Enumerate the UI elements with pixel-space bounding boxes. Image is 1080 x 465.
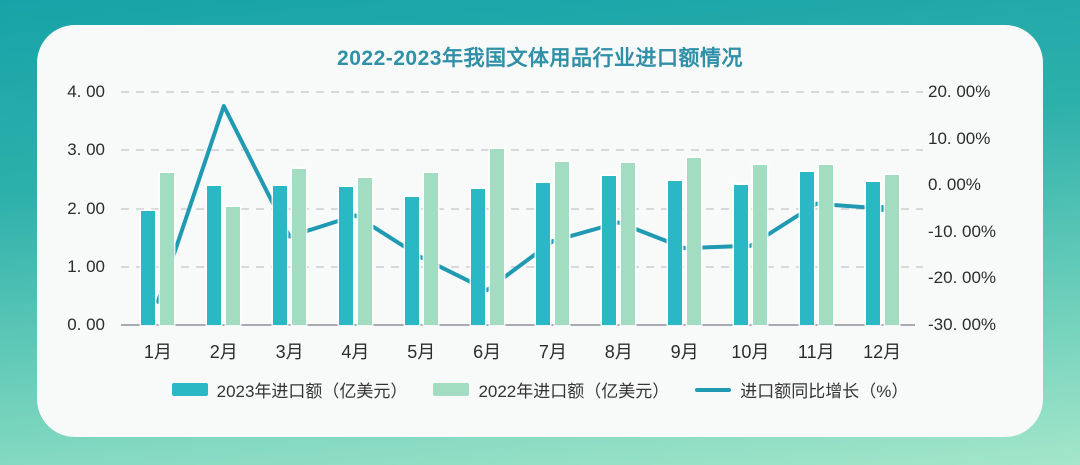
x-tick-label: 6月 [473, 342, 502, 362]
chart-card: 2022-2023年我国文体用品行业进口额情况 4. 00 3. 00 2. 00 1… [37, 25, 1043, 437]
bar [884, 174, 899, 325]
bar [799, 172, 814, 325]
bar [602, 176, 617, 325]
legend-bar-swatch-icon [433, 383, 470, 396]
bar-group-2月 [191, 92, 257, 325]
x-tick-label: 1月 [143, 342, 172, 362]
bar-group-8月 [586, 92, 652, 325]
chart-title: 2022-2023年我国文体用品行业进口额情况 [337, 47, 743, 70]
gridline [121, 265, 923, 268]
bar-group-12月 [849, 92, 915, 325]
bar-group-6月 [454, 92, 520, 325]
left-axis-tick: 4. 00 [67, 82, 105, 101]
right-axis-tick: -20. 00% [928, 268, 997, 288]
x-tick-label: 7月 [538, 342, 567, 362]
bar [536, 182, 551, 325]
legend-bar-swatch-icon [171, 383, 208, 396]
bar [404, 196, 419, 325]
bar [687, 158, 702, 325]
gridline [121, 149, 923, 152]
left-axis-tick: 3. 00 [67, 140, 105, 160]
x-tick-label: 5月 [407, 342, 436, 362]
bar-group-9月 [652, 92, 718, 325]
x-tick-label: 9月 [670, 342, 699, 362]
bar-group-11月 [783, 92, 849, 325]
gridline [121, 207, 923, 210]
bar [489, 148, 504, 325]
bar [733, 185, 748, 325]
bar [621, 163, 636, 325]
bar [818, 165, 833, 325]
bar-group-10月 [718, 92, 784, 325]
right-axis-tick: 20. 00% [928, 82, 991, 101]
x-tick-label: 2月 [209, 342, 238, 362]
right-axis-tick: -30. 00% [928, 315, 997, 334]
bar [555, 161, 570, 325]
bar-group-5月 [388, 92, 454, 325]
bar [865, 182, 880, 325]
x-tick-label: 11月 [797, 342, 835, 362]
left-axis-tick: 1. 00 [67, 256, 105, 276]
gridline [121, 91, 923, 93]
bar [292, 168, 307, 325]
bar [357, 177, 372, 325]
legend: 2023年进口额（亿美元） 2022年进口额（亿美元） 进口额同比增长（%） [37, 377, 1043, 402]
bar [273, 186, 288, 325]
bar [668, 181, 683, 325]
right-axis-tick: 0. 00% [928, 175, 981, 195]
legend-item: 2022年进口额（亿美元） [433, 377, 669, 402]
left-axis-tick: 2. 00 [67, 198, 105, 218]
right-axis-tick: 10. 00% [928, 128, 991, 148]
bar [338, 186, 353, 325]
bar [160, 172, 175, 325]
bar [423, 172, 438, 325]
left-axis-tick: 0. 00 [67, 315, 105, 334]
legend-item: 2023年进口额（亿美元） [171, 377, 408, 402]
x-tick-label: 4月 [341, 342, 370, 362]
x-tick-label: 10月 [731, 342, 770, 362]
legend-label: 进口额同比增长（%） [740, 382, 909, 401]
x-tick-label: 3月 [275, 342, 304, 362]
bar-group-1月 [125, 92, 191, 325]
x-axis-baseline [121, 324, 915, 326]
bar [207, 186, 222, 325]
plot-area [121, 91, 923, 326]
legend-line-swatch-icon [695, 387, 732, 392]
bar-group-7月 [520, 92, 586, 325]
legend-label: 2023年进口额（亿美元） [216, 382, 408, 401]
x-tick-label: 12月 [863, 342, 902, 362]
right-axis-tick: -10. 00% [928, 221, 997, 241]
x-tick-label: 8月 [604, 342, 633, 362]
bar-group-3月 [257, 92, 323, 325]
bar [752, 165, 767, 325]
bar [226, 206, 241, 325]
legend-label: 2022年进口额（亿美元） [478, 382, 670, 401]
bar-group-4月 [323, 92, 389, 325]
legend-item: 进口额同比增长（%） [695, 377, 908, 402]
bar [141, 211, 156, 325]
bar [470, 188, 485, 325]
